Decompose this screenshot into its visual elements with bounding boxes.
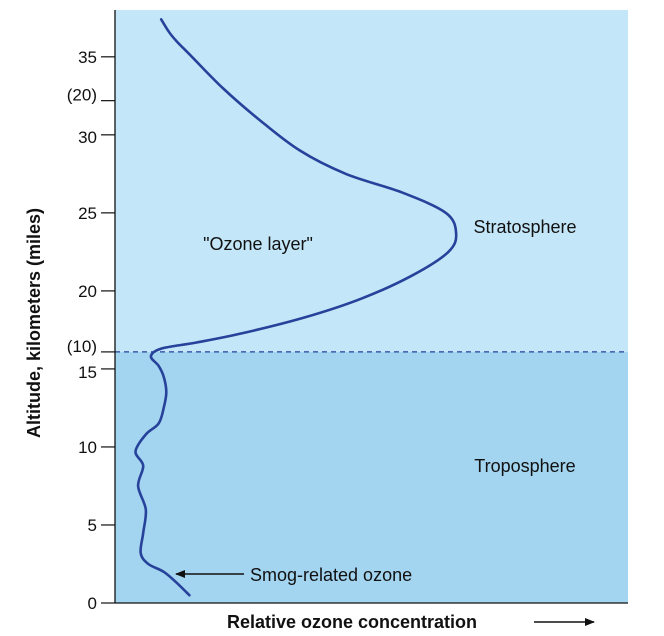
km-15-tick-label: 15 — [78, 363, 97, 382]
km-30-tick-label: 30 — [78, 128, 97, 147]
km-10-tick-label: 10 — [78, 438, 97, 457]
km-25-tick-label: 25 — [78, 204, 97, 223]
km-20-tick-label: 20 — [78, 282, 97, 301]
km-0-tick-label: 0 — [88, 594, 97, 613]
mi-20-tick-label: (20) — [67, 86, 97, 105]
ozone-profile-line — [134, 18, 458, 597]
mi-10-tick-label: (10) — [67, 337, 97, 356]
km-5-tick-label: 5 — [88, 516, 97, 535]
troposphere-label: Troposphere — [474, 456, 575, 476]
y-axis-title: Altitude, kilometers (miles) — [24, 208, 44, 438]
stratosphere-region — [115, 10, 628, 352]
smog-ozone-label: Smog-related ozone — [250, 565, 412, 585]
stratosphere-label: Stratosphere — [473, 217, 576, 237]
x-axis-title: Relative ozone concentration — [227, 612, 477, 632]
y-axis-ticks: 0 5 10 15 20 25 30 35 (10) (20) — [67, 48, 115, 613]
km-35-tick-label: 35 — [78, 48, 97, 67]
ozone-layer-label: "Ozone layer" — [203, 234, 313, 254]
troposphere-region — [115, 351, 628, 603]
